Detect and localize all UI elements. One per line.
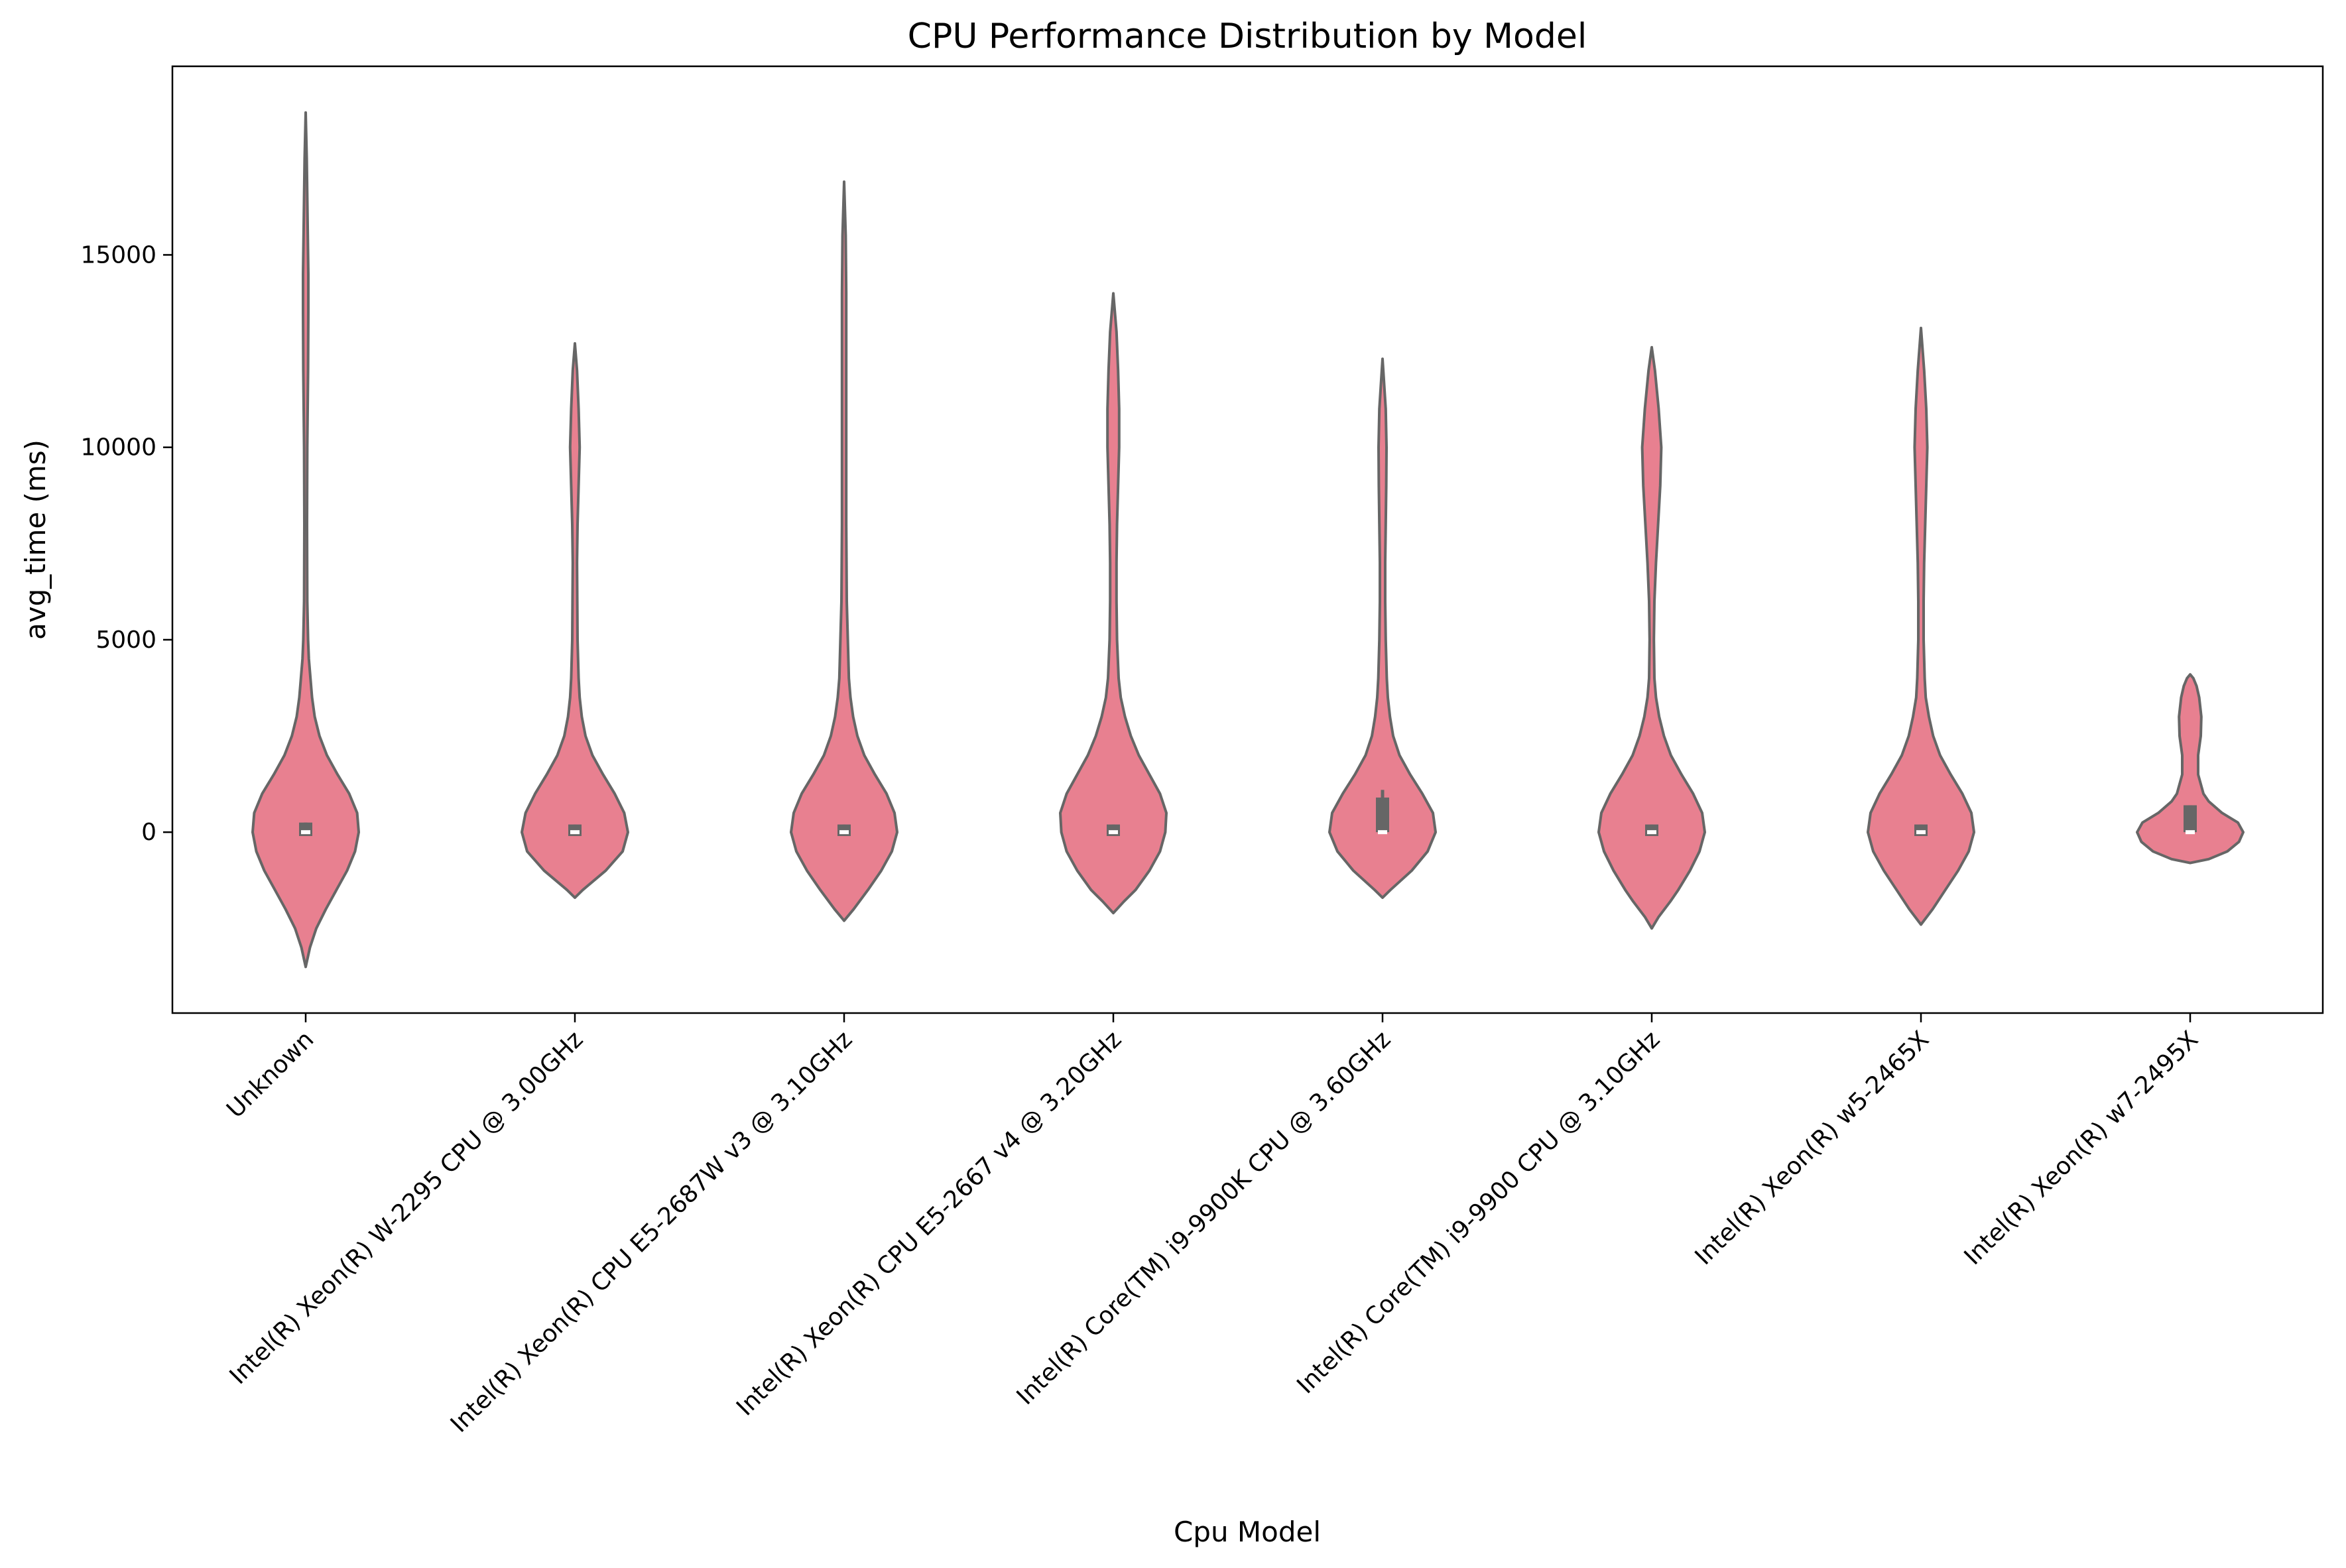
violin-iqr-box	[1376, 797, 1389, 833]
violin-iqr-box	[2184, 805, 2197, 833]
y-tick-label: 15000	[80, 241, 156, 269]
y-axis: 0 5000 10000 15000	[80, 241, 172, 846]
violin-3	[1059, 292, 1168, 915]
y-tick-label: 10000	[80, 434, 156, 461]
violin-median	[1109, 830, 1118, 835]
violin-median	[1647, 830, 1656, 835]
violin-4	[1328, 357, 1437, 899]
y-axis-label: avg_time (ms)	[19, 440, 52, 640]
violin-median	[570, 830, 580, 835]
chart-title: CPU Performance Distribution by Model	[908, 17, 1587, 56]
violin-median	[2186, 830, 2195, 835]
violin-2	[790, 180, 898, 922]
y-tick-label: 0	[141, 819, 156, 846]
violin-6	[1867, 326, 1975, 926]
violin-7	[2136, 673, 2245, 865]
violin-0	[251, 111, 360, 969]
axes-frame	[171, 65, 2324, 1014]
violin-1	[521, 342, 629, 899]
violin-5	[1597, 345, 1706, 930]
violin-median	[1916, 830, 1926, 835]
x-axis-label: Cpu Model	[1174, 1516, 1321, 1548]
y-tick-label: 5000	[95, 627, 156, 654]
violin-median	[301, 830, 310, 835]
plot-area	[251, 111, 2245, 969]
violin-median	[1378, 830, 1387, 835]
violin-median	[839, 830, 849, 835]
